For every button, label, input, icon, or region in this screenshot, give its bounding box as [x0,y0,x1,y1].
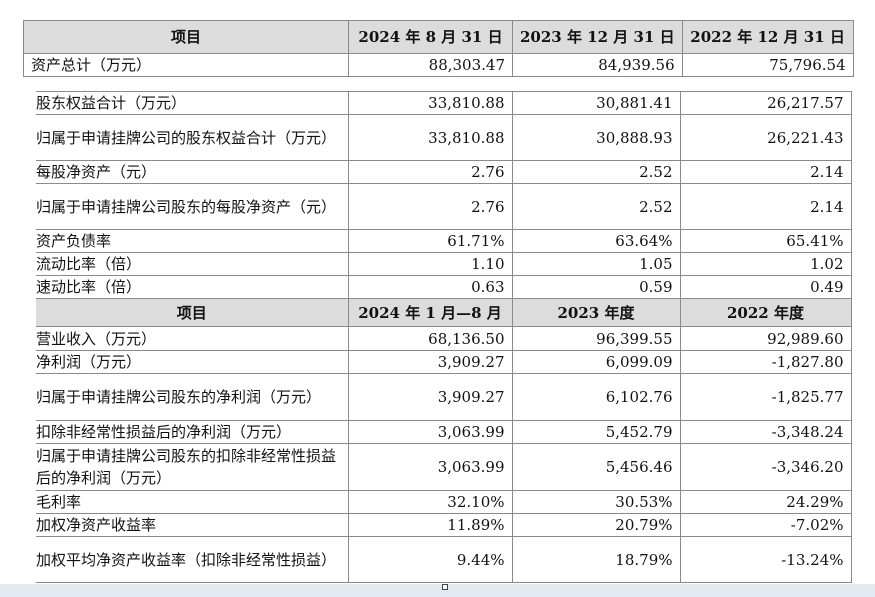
value-cell: 65.41% [679,229,852,253]
table-row: 归属于申请挂牌公司股东的每股净资产（元） 2.76 2.52 2.14 [36,183,852,230]
value-cell: 18.79% [511,536,681,583]
table-row: 营业收入（万元） 68,136.50 96,399.55 92,989.60 [36,326,852,351]
row-label: 速动比率（倍） [36,275,349,299]
table-row: 资产负债率 61.71% 63.64% 65.41% [36,229,852,253]
financial-table-top: 项目 2024 年 8 月 31 日 2023 年 12 月 31 日 2022… [23,20,854,77]
table-row: 归属于申请挂牌公司股东的扣除非经常性损益后的净利润（万元） 3,063.99 5,4… [36,443,852,491]
income-section: 营业收入（万元） 68,136.50 96,399.55 92,989.60 净利润（万… [36,326,852,583]
value-cell: 3,909.27 [347,373,513,421]
value-cell: 3,909.27 [347,350,513,374]
table-row: 每股净资产（元） 2.76 2.52 2.14 [36,160,852,184]
value-cell: -3,346.20 [679,443,852,491]
table-row: 加权净资产收益率 11.89% 20.79% -7.02% [36,513,852,537]
header-cell-2024-aug: 2024 年 8 月 31 日 [348,20,513,54]
value-cell: 68,136.50 [347,326,513,351]
value-cell: 1.02 [679,252,852,276]
table-row: 资产总计（万元） 88,303.47 84,939.56 75,796.54 [23,53,854,77]
value-cell: 6,102.76 [511,373,681,421]
row-label: 归属于申请挂牌公司股东的净利润（万元） [36,373,349,421]
row-label: 加权平均净资产收益率（扣除非经常性损益） [36,536,349,583]
table-row: 归属于申请挂牌公司股东的净利润（万元） 3,909.27 6,102.76 -1,82… [36,373,852,421]
value-cell: 33,810.88 [347,91,513,115]
table-row: 归属于申请挂牌公司的股东权益合计（万元） 33,810.88 30,888.93 26… [36,114,852,161]
value-cell: 3,063.99 [347,420,513,444]
table-row: 速动比率（倍） 0.63 0.59 0.49 [36,275,852,299]
value-cell: 24.29% [679,490,852,514]
value-cell: 75,796.54 [681,53,854,77]
value-cell: 2.14 [679,160,852,184]
value-cell: -1,825.77 [679,373,852,421]
value-cell: 5,452.79 [511,420,681,444]
header-cell-2024-jan-aug: 2024 年 1 月—8 月 [347,298,513,327]
value-cell: 30,881.41 [511,91,681,115]
value-cell: 2.52 [511,160,681,184]
header-cell-2023-dec: 2023 年 12 月 31 日 [512,20,683,54]
value-cell: -1,827.80 [679,350,852,374]
value-cell: 32.10% [347,490,513,514]
table-row: 毛利率 32.10% 30.53% 24.29% [36,490,852,514]
value-cell: 63.64% [511,229,681,253]
value-cell: 6,099.09 [511,350,681,374]
table-header-row: 项目 2024 年 8 月 31 日 2023 年 12 月 31 日 2022… [23,20,854,54]
value-cell: 96,399.55 [511,326,681,351]
header-cell-item: 项目 [23,20,349,54]
income-section-header: 项目 2024 年 1 月—8 月 2023 年度 2022 年度 [36,298,852,327]
page-bottom-strip [0,584,875,597]
row-label: 归属于申请挂牌公司的股东权益合计（万元） [36,114,349,161]
value-cell: 11.89% [347,513,513,537]
balance-section: 股东权益合计（万元） 33,810.88 30,881.41 26,217.57 归属于… [36,91,852,299]
value-cell: 20.79% [511,513,681,537]
value-cell: 0.59 [511,275,681,299]
row-label: 毛利率 [36,490,349,514]
value-cell: -13.24% [679,536,852,583]
row-label: 资产负债率 [36,229,349,253]
header-cell-2022: 2022 年度 [679,298,852,327]
table-row: 净利润（万元） 3,909.27 6,099.09 -1,827.80 [36,350,852,374]
row-label: 净利润（万元） [36,350,349,374]
value-cell: -7.02% [679,513,852,537]
value-cell: 1.05 [511,252,681,276]
table-header-row: 项目 2024 年 1 月—8 月 2023 年度 2022 年度 [36,298,852,327]
row-label: 归属于申请挂牌公司股东的每股净资产（元） [36,183,349,230]
value-cell: 5,456.46 [511,443,681,491]
value-cell: 2.14 [679,183,852,230]
row-label: 资产总计（万元） [23,53,349,77]
value-cell: 92,989.60 [679,326,852,351]
value-cell: 2.76 [347,160,513,184]
header-cell-item: 项目 [36,298,349,327]
value-cell: 30,888.93 [511,114,681,161]
value-cell: 0.49 [679,275,852,299]
value-cell: 61.71% [347,229,513,253]
value-cell: -3,348.24 [679,420,852,444]
value-cell: 3,063.99 [347,443,513,491]
value-cell: 26,221.43 [679,114,852,161]
value-cell: 2.52 [511,183,681,230]
row-label: 流动比率（倍） [36,252,349,276]
value-cell: 30.53% [511,490,681,514]
value-cell: 84,939.56 [512,53,683,77]
value-cell: 2.76 [347,183,513,230]
header-cell-2023: 2023 年度 [511,298,681,327]
value-cell: 0.63 [347,275,513,299]
table-row: 股东权益合计（万元） 33,810.88 30,881.41 26,217.57 [36,91,852,115]
value-cell: 1.10 [347,252,513,276]
resize-handle[interactable] [442,584,448,590]
header-cell-2022-dec: 2022 年 12 月 31 日 [681,20,854,54]
row-label: 每股净资产（元） [36,160,349,184]
row-label: 归属于申请挂牌公司股东的扣除非经常性损益后的净利润（万元） [36,443,349,491]
row-label: 营业收入（万元） [36,326,349,351]
row-label: 扣除非经常性损益后的净利润（万元） [36,420,349,444]
row-label: 股东权益合计（万元） [36,91,349,115]
value-cell: 9.44% [347,536,513,583]
row-label: 加权净资产收益率 [36,513,349,537]
table-row: 加权平均净资产收益率（扣除非经常性损益） 9.44% 18.79% -13.24% [36,536,852,583]
table-row: 扣除非经常性损益后的净利润（万元） 3,063.99 5,452.79 -3,348.… [36,420,852,444]
value-cell: 26,217.57 [679,91,852,115]
value-cell: 88,303.47 [348,53,513,77]
table-row: 流动比率（倍） 1.10 1.05 1.02 [36,252,852,276]
value-cell: 33,810.88 [347,114,513,161]
financial-table-main: 股东权益合计（万元） 33,810.88 30,881.41 26,217.57 归属于… [36,91,852,583]
